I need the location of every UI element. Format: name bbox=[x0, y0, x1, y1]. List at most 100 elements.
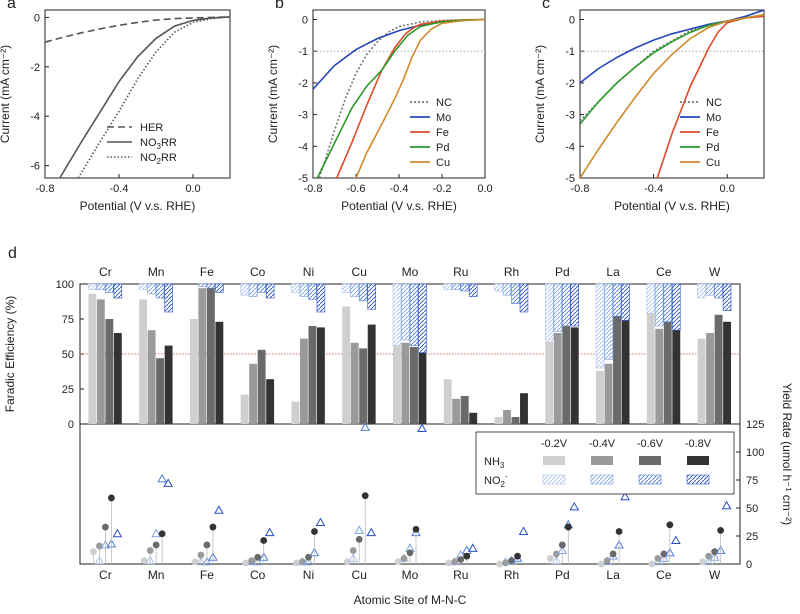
no2-fe-bar bbox=[291, 283, 300, 293]
nh3-yield-point bbox=[451, 558, 459, 566]
no2-fe-bar bbox=[350, 283, 359, 297]
no2-fe-bar bbox=[468, 283, 478, 297]
no2-fe-bar bbox=[113, 283, 123, 299]
nh3-fe-bar bbox=[503, 410, 511, 424]
series-line-cu bbox=[355, 18, 485, 178]
no2-fe-bar bbox=[604, 283, 613, 360]
legend-label: Cu bbox=[706, 157, 720, 169]
nh3-yield-point bbox=[654, 555, 662, 562]
fe-y-tick-label: 50 bbox=[62, 349, 74, 361]
no2-fe-bar bbox=[215, 283, 224, 293]
y-tick-label: -5 bbox=[565, 173, 575, 185]
nh3-fe-bar bbox=[88, 293, 97, 424]
no2-fe-bar bbox=[655, 283, 664, 327]
no2-fe-bar bbox=[646, 283, 656, 314]
fe-y-tick-label: 75 bbox=[62, 314, 74, 326]
no2-fe-bar bbox=[663, 283, 673, 323]
no2-fe-bar bbox=[511, 283, 520, 304]
no2-fe-bar bbox=[553, 283, 563, 332]
fe-y-tick-label: 0 bbox=[68, 419, 74, 431]
nh3-yield-point bbox=[203, 541, 211, 549]
nh3-yield-point bbox=[209, 523, 217, 531]
legend-label: NC bbox=[436, 97, 452, 109]
no2-fe-bar bbox=[401, 283, 410, 341]
no2-yield-point bbox=[163, 478, 174, 487]
no2-yield-point bbox=[315, 517, 326, 527]
nh3-yield-point bbox=[107, 494, 115, 502]
nh3-fe-bar bbox=[316, 327, 325, 424]
nh3-yield-point bbox=[514, 552, 521, 560]
nh3-fe-bar bbox=[469, 412, 478, 424]
series-line-mo bbox=[313, 18, 485, 90]
nh3-fe-bar bbox=[206, 288, 215, 424]
no2-fe-bar bbox=[308, 283, 317, 300]
plot-frame bbox=[44, 9, 231, 179]
no2-fe-bar bbox=[443, 283, 452, 290]
no2-fe-bar bbox=[248, 283, 258, 297]
category-label-top: Fe bbox=[200, 265, 214, 279]
nh3-fe-bar bbox=[291, 401, 300, 424]
x-tick-label: -0.2 bbox=[433, 183, 452, 195]
nh3-yield-point bbox=[400, 555, 408, 562]
nh3-fe-bar bbox=[410, 347, 418, 424]
nh3-yield-point bbox=[361, 492, 369, 500]
nh3-fe-bar bbox=[96, 299, 105, 424]
nh3-yield-point bbox=[615, 528, 623, 535]
category-label-bottom: Ni bbox=[303, 568, 314, 582]
nh3-yield-point bbox=[705, 552, 713, 560]
y-tick-label: -2 bbox=[565, 78, 575, 90]
category-label-top: Ce bbox=[656, 265, 672, 279]
legend-label: Fe bbox=[436, 127, 449, 139]
no2-fe-bar bbox=[206, 283, 216, 289]
category-label-bottom: Ru bbox=[453, 568, 468, 582]
nh3-yield-point bbox=[546, 555, 554, 562]
series-group bbox=[313, 18, 485, 178]
y-tick-label: -4 bbox=[30, 111, 40, 123]
nh3-fe-bar bbox=[215, 321, 224, 424]
y-tick-label: -2 bbox=[298, 78, 308, 90]
nh3-fe-bar bbox=[655, 328, 664, 424]
category-label-bottom: Cu bbox=[352, 568, 367, 582]
no2-fe-bar bbox=[138, 283, 148, 290]
panel-b: b -0.8 -0.6 -0.4 -0.2 0.0 0 -1 -2 -3 -4 -5 Potential… bbox=[266, 0, 493, 213]
nh3-yield-point bbox=[502, 559, 509, 567]
nh3-fe-bar bbox=[164, 345, 173, 424]
series-line-pd bbox=[316, 18, 485, 178]
legend-nh3-swatch bbox=[543, 456, 565, 465]
nh3-yield-point bbox=[496, 560, 503, 568]
panel-d: d 0 25 50 75 100 0 25 50 75 100 125 Faradic Efficien… bbox=[3, 245, 794, 607]
x-tick-label: 0.0 bbox=[477, 183, 492, 195]
nh3-fe-bar bbox=[621, 320, 630, 424]
no2-fe-bar bbox=[105, 283, 114, 293]
no2-yield-point bbox=[360, 422, 371, 431]
nh3-yield-point bbox=[146, 547, 154, 554]
no2-fe-bar bbox=[392, 283, 402, 346]
nh3-fe-bar bbox=[646, 313, 655, 424]
nh3-fe-bar bbox=[545, 341, 554, 424]
legend-potential: -0.6V bbox=[637, 438, 664, 450]
legend-nh3-label: NH3 bbox=[484, 456, 505, 470]
category-label-top: Pd bbox=[555, 265, 570, 279]
x-tick-label: -0.8 bbox=[36, 183, 55, 195]
yield-y-tick-label: 100 bbox=[746, 447, 764, 459]
no2-fe-bar bbox=[714, 283, 723, 299]
no2-fe-bar bbox=[621, 283, 630, 321]
legend-no2-label: NO2- bbox=[484, 472, 508, 489]
y-tick-label: 0 bbox=[302, 15, 308, 27]
y-tick-label: -1 bbox=[298, 46, 308, 58]
nh3-fe-bar bbox=[663, 321, 672, 424]
nh3-fe-bar bbox=[570, 327, 579, 424]
no2-yield-point bbox=[151, 528, 162, 538]
panel-letter: d bbox=[8, 245, 17, 262]
legend-nh3-swatch bbox=[639, 456, 661, 465]
no2-fe-bar bbox=[451, 283, 461, 290]
nh3-fe-bar bbox=[257, 349, 266, 424]
nh3-fe-bar bbox=[240, 394, 249, 424]
no2-fe-bar bbox=[705, 283, 715, 296]
no2-fe-bar bbox=[545, 283, 554, 341]
category-label-top: Co bbox=[250, 265, 266, 279]
no2-fe-bar bbox=[697, 283, 706, 299]
no2-fe-bar bbox=[460, 283, 469, 292]
nh3-fe-bar bbox=[706, 333, 715, 424]
nh3-yield-point bbox=[394, 558, 402, 566]
